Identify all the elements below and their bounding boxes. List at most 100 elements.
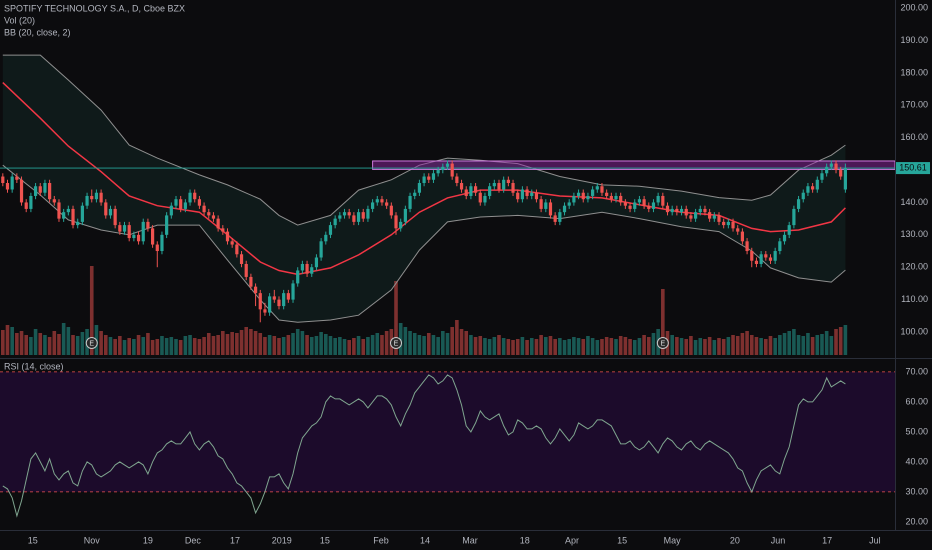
volume-bar [174, 339, 178, 355]
volume-bar [426, 333, 431, 355]
candle-body [553, 215, 557, 222]
candle-body [118, 225, 122, 232]
volume-bar [164, 338, 169, 355]
volume-bar [693, 340, 698, 355]
candle-body [787, 225, 791, 235]
volume-bar [160, 336, 164, 355]
volume-bar [661, 289, 665, 355]
x-tick-label: Feb [373, 535, 389, 545]
candle-body [436, 170, 440, 174]
volume-bar [441, 331, 445, 355]
volume-bar [726, 337, 731, 355]
candle-body [286, 293, 290, 300]
candle-body [108, 208, 113, 216]
rsi-tick-label: 50.00 [905, 426, 928, 436]
volume-bar [412, 333, 417, 355]
candle-body [291, 283, 295, 300]
volume-bar [679, 338, 684, 355]
volume-bar [38, 333, 43, 355]
candle-body [544, 202, 548, 209]
candle-body [614, 195, 618, 200]
candle-body [497, 183, 501, 190]
candle-body [745, 241, 749, 252]
candle-body [104, 202, 108, 216]
candle-body [605, 192, 609, 196]
candle-body [333, 218, 337, 226]
candle-body [600, 186, 604, 193]
x-tick-label: 20 [730, 535, 740, 545]
candle-body [441, 166, 445, 171]
volume-bar [356, 336, 361, 355]
volume-bar [810, 337, 815, 355]
volume-bar [61, 323, 66, 355]
volume-bar [323, 334, 328, 355]
volume-bar [567, 339, 572, 355]
candle-body [548, 202, 553, 216]
candle-body [268, 296, 272, 313]
candle-body [759, 254, 763, 264]
volume-bar [511, 340, 515, 355]
volume-bar [801, 336, 806, 355]
volume-bar [272, 336, 277, 355]
candle-body [136, 234, 141, 242]
candle-body [703, 208, 707, 213]
candle-body [502, 179, 506, 190]
rsi-band-fill [0, 371, 895, 492]
x-tick-label: May [664, 535, 682, 545]
price-tick-label: 100.00 [900, 326, 928, 336]
candle-body [1, 176, 5, 184]
volume-bar [132, 339, 136, 355]
volume-bar [632, 340, 637, 355]
last-price-box [896, 162, 930, 175]
candle-body [230, 241, 234, 245]
volume-bar [103, 335, 108, 355]
volume-bar [792, 329, 796, 355]
price-tick-label: 180.00 [900, 67, 928, 77]
volume-bar [319, 332, 323, 355]
volume-bar [670, 335, 674, 355]
volume-bar [492, 337, 497, 355]
volume-bar [155, 339, 160, 355]
candle-body [193, 192, 197, 200]
volume-bar [267, 335, 272, 355]
x-tick-label: Mar [462, 535, 478, 545]
candle-body [235, 244, 239, 255]
volume-bar [595, 340, 600, 355]
volume-bar [375, 333, 380, 355]
rsi-tick-label: 30.00 [905, 486, 928, 496]
candle-body [394, 215, 398, 229]
volume-bar [47, 337, 52, 355]
candle-body [24, 202, 28, 209]
candle-body [806, 186, 810, 193]
volume-bar [169, 337, 174, 355]
candle-body [539, 199, 543, 209]
earnings-label: E [394, 340, 399, 347]
candle-body [342, 212, 347, 216]
last-price-label: 150.61 [899, 162, 927, 172]
volume-bar [24, 335, 29, 355]
candle-body [253, 286, 258, 294]
volume-bar [773, 338, 777, 355]
candle-body [249, 276, 253, 287]
candle-body [314, 257, 319, 268]
volume-bar [754, 337, 759, 355]
volume-bar [487, 339, 492, 355]
volume-bar [806, 333, 810, 355]
x-tick-label: Nov [84, 535, 101, 545]
candle-body [623, 202, 627, 206]
volume-bar [99, 331, 103, 355]
candle-body [183, 202, 187, 209]
volume-bar [838, 327, 843, 355]
volume-bar [745, 331, 749, 355]
candle-body [717, 215, 721, 222]
candle-body [43, 183, 47, 193]
candle-body [558, 212, 562, 222]
volume-bar [497, 335, 501, 355]
candle-body [469, 186, 473, 196]
candle-body [389, 205, 393, 216]
price-tick-label: 190.00 [900, 35, 928, 45]
candle-body [122, 225, 127, 232]
candle-body [670, 208, 674, 213]
volume-bar [689, 336, 693, 355]
